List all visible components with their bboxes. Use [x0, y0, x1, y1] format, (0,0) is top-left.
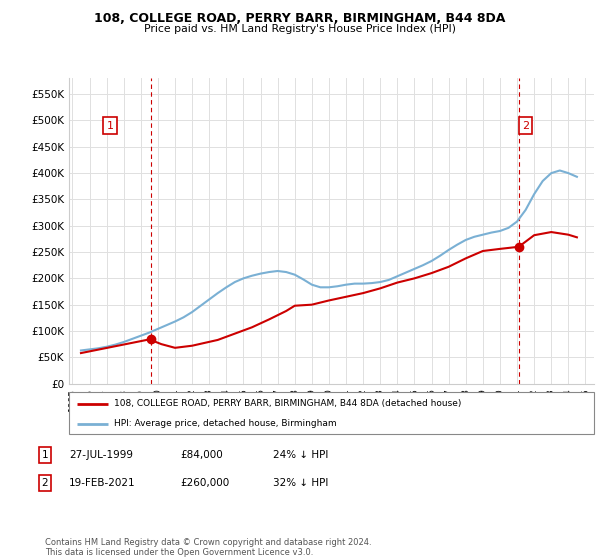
Text: 19-FEB-2021: 19-FEB-2021 — [69, 478, 136, 488]
Text: 24% ↓ HPI: 24% ↓ HPI — [273, 450, 328, 460]
Text: 1: 1 — [107, 121, 113, 130]
Text: £84,000: £84,000 — [180, 450, 223, 460]
Text: Contains HM Land Registry data © Crown copyright and database right 2024.
This d: Contains HM Land Registry data © Crown c… — [45, 538, 371, 557]
Text: HPI: Average price, detached house, Birmingham: HPI: Average price, detached house, Birm… — [113, 419, 336, 428]
Text: Price paid vs. HM Land Registry's House Price Index (HPI): Price paid vs. HM Land Registry's House … — [144, 24, 456, 34]
Text: £260,000: £260,000 — [180, 478, 229, 488]
Text: 32% ↓ HPI: 32% ↓ HPI — [273, 478, 328, 488]
Text: 2: 2 — [522, 121, 529, 130]
Text: 108, COLLEGE ROAD, PERRY BARR, BIRMINGHAM, B44 8DA (detached house): 108, COLLEGE ROAD, PERRY BARR, BIRMINGHA… — [113, 399, 461, 408]
FancyBboxPatch shape — [69, 392, 594, 434]
Text: 27-JUL-1999: 27-JUL-1999 — [69, 450, 133, 460]
Text: 1: 1 — [41, 450, 49, 460]
Text: 2: 2 — [41, 478, 49, 488]
Text: 108, COLLEGE ROAD, PERRY BARR, BIRMINGHAM, B44 8DA: 108, COLLEGE ROAD, PERRY BARR, BIRMINGHA… — [94, 12, 506, 25]
